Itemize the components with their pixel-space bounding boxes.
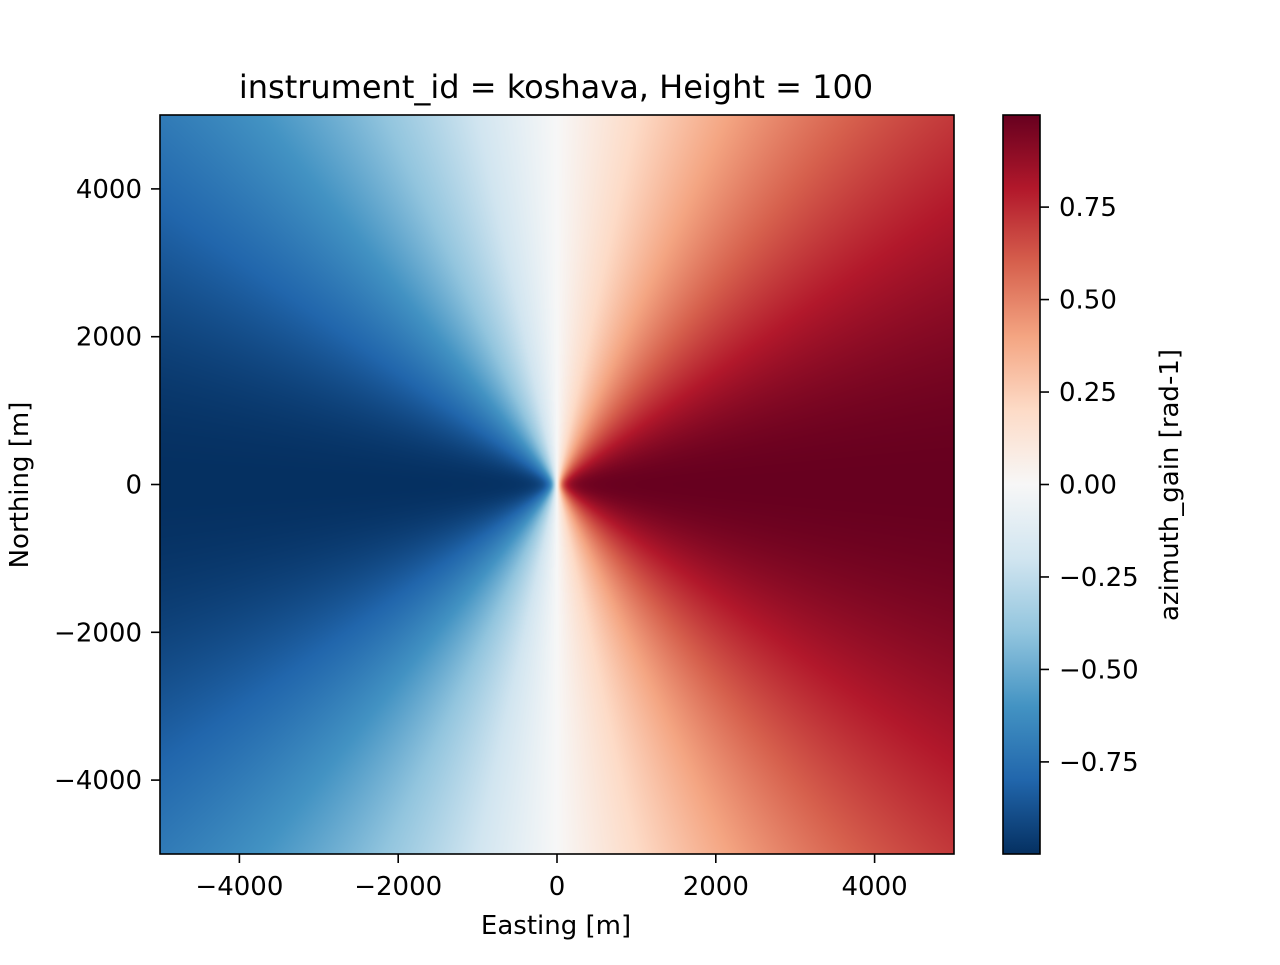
x-tick-label: 4000	[842, 872, 908, 902]
plot-area	[159, 114, 955, 855]
colorbar-tick-label: 0.00	[1059, 471, 1117, 501]
y-tick-label: −2000	[54, 618, 142, 648]
colorbar-tick-label: 0.50	[1059, 286, 1117, 316]
x-tick-label: −4000	[195, 872, 283, 902]
y-tick-label: 2000	[76, 323, 142, 353]
colorbar-tick-label: 0.75	[1059, 193, 1117, 223]
x-tick-label: −2000	[354, 872, 442, 902]
colorbar-tick-label: −0.75	[1059, 748, 1139, 778]
y-tick-label: 0	[125, 471, 142, 501]
colorbar-gradient	[1003, 115, 1040, 854]
colorbar-tick-label: 0.25	[1059, 378, 1117, 408]
x-tick-label: 2000	[683, 872, 749, 902]
colorbar: −0.75 −0.50 −0.25 0.00 0.25 0.50 0.75 azimuth_…	[1002, 114, 1185, 855]
y-axis-ticks: −4000 −2000 0 2000 4000	[54, 175, 160, 796]
colorbar-label: azimuth_gain [rad-1]	[1155, 349, 1185, 621]
y-tick-label: 4000	[76, 175, 142, 205]
heatmap	[160, 115, 954, 854]
chart-title: instrument_id = koshava, Height = 100	[239, 68, 873, 106]
x-tick-label: 0	[549, 872, 566, 902]
colorbar-tick-label: −0.25	[1059, 563, 1139, 593]
x-axis-label: Easting [m]	[481, 911, 631, 941]
colorbar-ticks: −0.75 −0.50 −0.25 0.00 0.25 0.50 0.75	[1040, 193, 1139, 778]
colorbar-tick-label: −0.50	[1059, 655, 1139, 685]
x-axis-ticks: −4000 −2000 0 2000 4000	[195, 854, 908, 902]
y-axis-label: Northing [m]	[5, 402, 35, 569]
y-tick-label: −4000	[54, 766, 142, 796]
